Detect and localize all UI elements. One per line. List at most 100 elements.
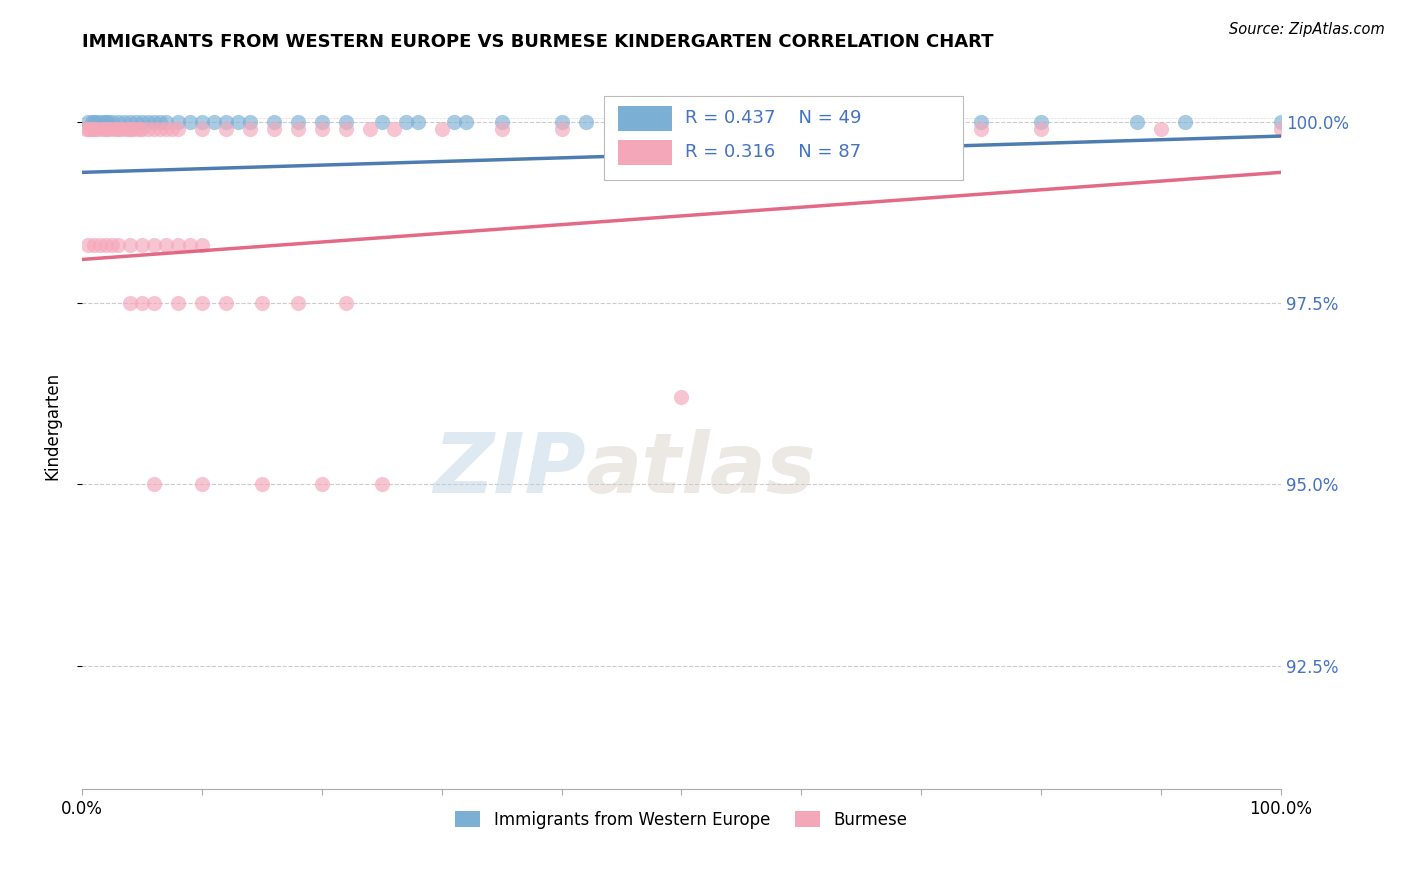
Point	[730, 114, 752, 128]
Point	[179, 114, 201, 128]
Point	[142, 477, 165, 491]
Point	[112, 114, 135, 128]
Legend: Immigrants from Western Europe, Burmese: Immigrants from Western Europe, Burmese	[449, 804, 914, 835]
Point	[191, 121, 214, 136]
Point	[191, 477, 214, 491]
Point	[80, 114, 103, 128]
Point	[89, 114, 111, 128]
Point	[131, 121, 153, 136]
Point	[790, 121, 813, 136]
Point	[131, 296, 153, 310]
Point	[454, 114, 477, 128]
Point	[395, 114, 418, 128]
Point	[101, 238, 124, 252]
Point	[263, 114, 285, 128]
Text: Source: ZipAtlas.com: Source: ZipAtlas.com	[1229, 22, 1385, 37]
Point	[142, 121, 165, 136]
Point	[970, 114, 993, 128]
Point	[117, 121, 139, 136]
Point	[263, 121, 285, 136]
Point	[179, 238, 201, 252]
Point	[910, 121, 932, 136]
Point	[311, 114, 333, 128]
Point	[83, 121, 105, 136]
Point	[370, 477, 392, 491]
Point	[335, 296, 357, 310]
Point	[167, 296, 190, 310]
Point	[239, 121, 262, 136]
Point	[359, 121, 381, 136]
Point	[311, 121, 333, 136]
Point	[131, 114, 153, 128]
Point	[93, 121, 115, 136]
Point	[1031, 121, 1053, 136]
Point	[101, 121, 124, 136]
Point	[77, 114, 100, 128]
Bar	[617, 140, 672, 165]
Point	[1174, 114, 1197, 128]
Point	[191, 296, 214, 310]
Point	[851, 121, 873, 136]
Point	[491, 121, 513, 136]
Point	[89, 238, 111, 252]
Point	[155, 121, 177, 136]
Point	[167, 238, 190, 252]
Point	[610, 121, 633, 136]
Point	[118, 238, 141, 252]
Point	[1126, 114, 1149, 128]
Point	[118, 114, 141, 128]
Point	[93, 114, 115, 128]
Point	[86, 121, 108, 136]
Point	[155, 114, 177, 128]
Point	[89, 121, 111, 136]
Point	[118, 296, 141, 310]
Point	[970, 121, 993, 136]
Point	[142, 114, 165, 128]
Point	[104, 121, 127, 136]
Point	[94, 121, 117, 136]
Point	[75, 121, 97, 136]
Point	[287, 121, 309, 136]
Point	[610, 114, 633, 128]
Point	[83, 238, 105, 252]
Point	[118, 121, 141, 136]
Text: IMMIGRANTS FROM WESTERN EUROPE VS BURMESE KINDERGARTEN CORRELATION CHART: IMMIGRANTS FROM WESTERN EUROPE VS BURMES…	[82, 33, 994, 51]
Point	[250, 477, 273, 491]
Point	[83, 114, 105, 128]
Point	[77, 238, 100, 252]
Point	[671, 390, 693, 404]
Point	[125, 114, 148, 128]
Point	[97, 121, 120, 136]
Point	[125, 121, 148, 136]
Point	[215, 114, 238, 128]
Bar	[617, 106, 672, 131]
Point	[121, 121, 143, 136]
Point	[215, 121, 238, 136]
Y-axis label: Kindergarten: Kindergarten	[44, 372, 60, 481]
Point	[1270, 121, 1292, 136]
Point	[86, 114, 108, 128]
Point	[94, 114, 117, 128]
Point	[250, 296, 273, 310]
Point	[77, 121, 100, 136]
Point	[671, 114, 693, 128]
Point	[910, 114, 932, 128]
Point	[107, 114, 129, 128]
Point	[790, 114, 813, 128]
Point	[215, 296, 238, 310]
Point	[94, 238, 117, 252]
FancyBboxPatch shape	[603, 96, 963, 179]
Point	[107, 238, 129, 252]
Point	[239, 114, 262, 128]
Point	[191, 114, 214, 128]
Point	[82, 121, 104, 136]
Point	[671, 121, 693, 136]
Point	[1150, 121, 1173, 136]
Point	[550, 114, 572, 128]
Point	[370, 114, 392, 128]
Point	[97, 114, 120, 128]
Point	[287, 296, 309, 310]
Point	[167, 114, 190, 128]
Point	[430, 121, 453, 136]
Point	[101, 114, 124, 128]
